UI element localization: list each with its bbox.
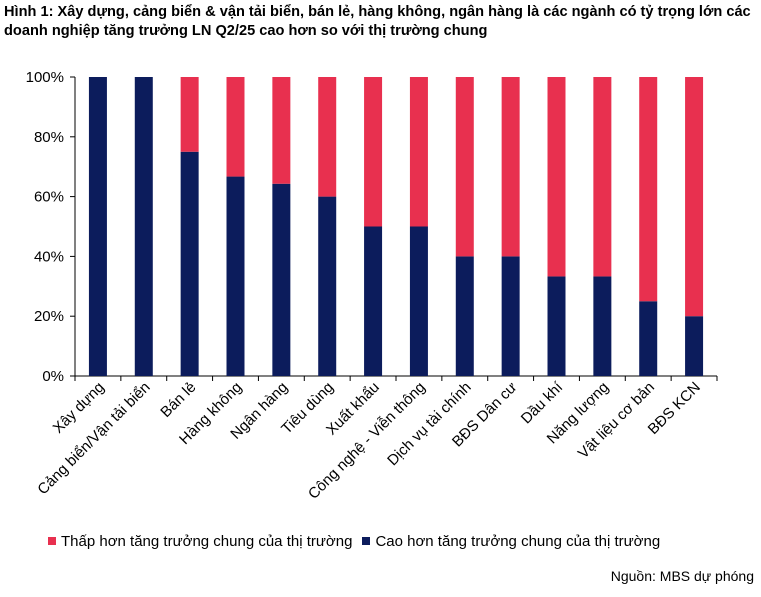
bar-higher-segment [318,196,337,376]
bar-higher-segment [226,176,245,376]
legend-swatch-lower [48,537,56,545]
bar-higher-segment [593,276,612,376]
source-note: Nguồn: MBS dự phóng [610,568,754,584]
bar-lower-segment [547,77,566,277]
bar-lower-segment [364,77,383,227]
x-category-label: Bán lẻ [157,379,199,421]
bar-lower-segment [226,77,245,177]
bar-lower-segment [409,77,428,227]
legend-label-higher: Cao hơn tăng trưởng chung của thị trường [375,532,661,550]
chart-title: Hình 1: Xây dựng, cảng biển & vận tải bi… [4,4,751,39]
legend: Thấp hơn tăng trưởng chung của thị trườn… [48,531,670,551]
bar-higher-segment [685,316,704,376]
bar-lower-segment [272,77,291,184]
bar-higher-segment [272,183,291,376]
legend-item-lower: Thấp hơn tăng trưởng chung của thị trườn… [48,533,352,550]
bar-lower-segment [318,77,337,197]
bar-higher-segment [409,226,428,376]
bar-lower-segment [501,77,520,257]
y-tick-label: 80% [34,129,64,146]
bar-higher-segment [501,256,520,376]
bar-higher-segment [364,226,383,376]
bar-lower-segment [639,77,658,302]
legend-swatch-higher [362,537,371,545]
y-tick-label: 60% [34,189,64,206]
bar-higher-segment [547,276,566,376]
bar-higher-segment [455,256,474,376]
bar-lower-segment [455,77,474,257]
y-tick-label: 0% [42,368,64,385]
y-tick-label: 100% [26,69,64,86]
x-category-label: Dịch vụ tài chính [384,379,474,469]
bar-lower-segment [593,77,612,277]
bar-higher-segment [88,77,107,376]
bar-lower-segment [180,77,199,152]
y-tick-label: 40% [34,248,64,265]
legend-item-higher: Cao hơn tăng trưởng chung của thị trường [362,533,660,550]
bar-higher-segment [134,77,153,376]
y-tick-label: 20% [34,308,64,325]
legend-label-lower: Thấp hơn tăng trưởng chung của thị trườn… [61,532,353,550]
bar-higher-segment [639,301,658,376]
bar-higher-segment [180,151,199,376]
bar-lower-segment [685,77,704,317]
